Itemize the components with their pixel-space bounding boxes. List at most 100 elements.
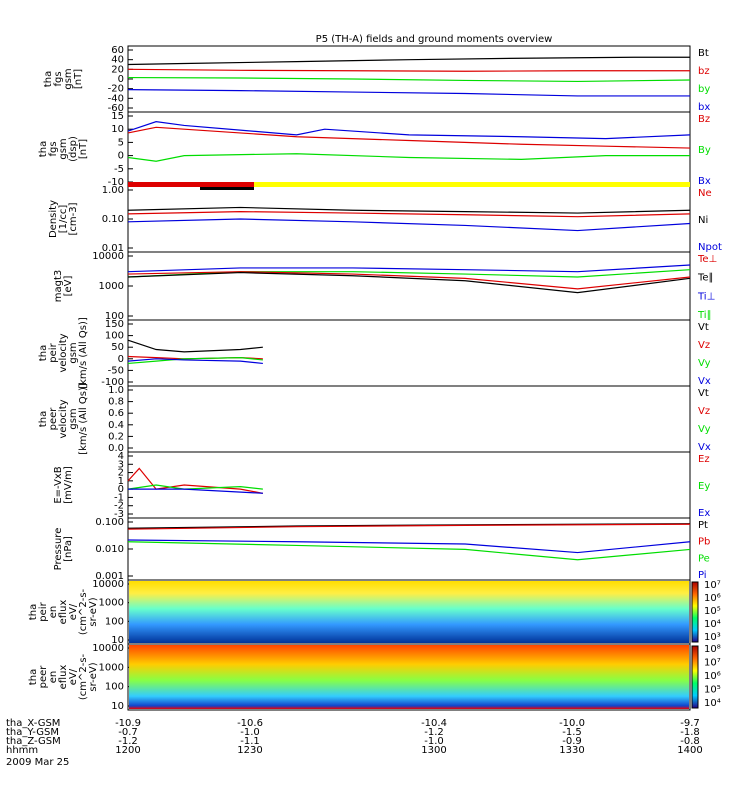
- y-tick-label: -10: [108, 177, 124, 188]
- y-tick-label: -40: [108, 93, 124, 104]
- y-axis-label: magt3[eV]: [53, 270, 74, 303]
- x-tick-label: -1.1: [240, 736, 260, 747]
- x-tick-label: -9.7: [680, 718, 700, 729]
- colorbar-tick: 10⁴: [704, 698, 721, 709]
- colorbar-tick: 10⁸: [704, 644, 721, 655]
- legend-By: By: [698, 145, 711, 156]
- chart-title: P5 (TH-A) fields and ground moments over…: [316, 34, 553, 45]
- x-row-label: tha_Z-GSM: [6, 736, 61, 747]
- x-tick-label: 1300: [421, 745, 446, 756]
- series-Bt: [127, 56, 690, 66]
- mode-bar-red: [128, 182, 254, 187]
- legend-Vx: Vx: [698, 442, 711, 453]
- series-Vy: [127, 357, 263, 365]
- x-tick-label: -1.5: [562, 727, 582, 738]
- legend-Bx: Bx: [698, 176, 711, 187]
- y-tick-label: 0.01: [102, 243, 124, 254]
- y-axis-label: Pressure[nPa]: [53, 528, 74, 571]
- series-Bz: [127, 126, 691, 149]
- y-axis-label: thapeirvelocitygsm[km/s (All Qs)]: [38, 317, 89, 389]
- series-Ne: [127, 210, 691, 218]
- panel-6: thapeervelocitygsm[km/s (All Qs)] 1.00.80…: [38, 383, 711, 455]
- colorbar-tick: 10⁵: [704, 606, 721, 617]
- legend-Bz: Bz: [698, 114, 710, 125]
- series-Ex: [128, 488, 263, 494]
- y-tick-label: -20: [108, 84, 124, 95]
- legend-Vy: Vy: [698, 424, 711, 435]
- y-tick-label: 0.100: [95, 517, 124, 528]
- y-tick-label: 2: [118, 468, 124, 479]
- legend-Ti∥: Ti∥: [697, 310, 712, 321]
- y-tick-label: 10000: [92, 643, 124, 654]
- legend-Ey: Ey: [698, 481, 710, 492]
- legend-Npot: Npot: [698, 242, 722, 253]
- panel-frame: [127, 451, 691, 519]
- y-tick-label: -2: [114, 501, 124, 512]
- panel-8: Pressure[nPa] 0.100 0.010 0.001 Pt Pb Pe Pi: [53, 517, 710, 582]
- panel-frame: [127, 643, 691, 711]
- panel-9: thapeirenefluxeV/(cm^2-s-sr-eV)10000 1000…: [28, 579, 721, 646]
- x-tick-label: -1.2: [424, 727, 444, 738]
- y-tick-label: 0.001: [95, 571, 124, 582]
- y-tick-label: -5: [114, 164, 124, 175]
- panel-frame: [127, 319, 691, 387]
- y-tick-label: 10000: [92, 579, 124, 590]
- colorbar-tick: 10⁶: [704, 593, 721, 604]
- colorbar-tick: 10⁷: [704, 658, 721, 669]
- legend-Ne: Ne: [698, 188, 712, 199]
- panel-4: magt3[eV] 10000 1000 100 Te⊥ Te∥ Ti⊥ Ti∥: [53, 251, 717, 322]
- series-By: [127, 153, 690, 162]
- y-tick-label: 3: [118, 459, 124, 470]
- x-tick-label: -10.0: [559, 718, 585, 729]
- legend-Pb: Pb: [698, 537, 710, 548]
- x-tick-label: -1.0: [424, 736, 444, 747]
- y-tick-label: 10: [111, 635, 124, 646]
- legend-Ti⊥: Ti⊥: [697, 291, 715, 302]
- mode-bar-yellow: [254, 182, 690, 187]
- series-Te∥: [127, 271, 691, 294]
- y-tick-label: 0: [118, 354, 124, 365]
- y-tick-label: 150: [105, 319, 124, 330]
- legend-Bt: Bt: [698, 48, 709, 59]
- colorbar-tick: 10⁷: [704, 580, 721, 591]
- y-tick-label: 10000: [92, 251, 124, 262]
- panel-frame: [127, 385, 691, 453]
- series-Bx: [127, 121, 691, 140]
- x-row-label: hhmm: [6, 745, 38, 756]
- y-tick-label: -3: [114, 509, 124, 520]
- y-tick-label: 0.0: [108, 443, 124, 454]
- y-tick-label: 0: [118, 74, 124, 85]
- series-Pb: [127, 523, 691, 530]
- y-tick-label: 1000: [99, 598, 124, 609]
- y-tick-label: 0.6: [108, 408, 124, 419]
- x-tick-label: -10.9: [115, 718, 141, 729]
- y-tick-label: 15: [111, 111, 124, 122]
- y-axis-label: thapeervelocitygsm[km/s (All Qs)]: [38, 383, 89, 455]
- colorbar: [691, 645, 699, 709]
- series-Ti⊥: [127, 264, 691, 273]
- y-axis-label: thapeerenefluxeV/(cm^2-s-sr-eV): [28, 653, 99, 700]
- legend-Te⊥: Te⊥: [697, 254, 717, 265]
- x-tick-label: -0.9: [562, 736, 582, 747]
- series-Pi: [127, 539, 691, 554]
- y-tick-label: -50: [108, 365, 124, 376]
- legend-Vz: Vz: [698, 406, 710, 417]
- legend-Pt: Pt: [698, 520, 708, 531]
- series-Pe: [127, 541, 691, 561]
- series-Te⊥: [127, 271, 691, 290]
- x-tick-label: 1400: [677, 745, 702, 756]
- x-tick-label: 1230: [237, 745, 262, 756]
- y-tick-label: -1: [114, 492, 124, 503]
- x-tick-label: 1330: [559, 745, 584, 756]
- panel-5: thapeirvelocitygsm[km/s (All Qs)] 1501005…: [38, 317, 711, 389]
- y-tick-label: 1000: [99, 281, 124, 292]
- y-tick-label: 60: [111, 45, 124, 56]
- spectrogram: [129, 645, 689, 709]
- y-tick-label: 0: [118, 484, 124, 495]
- x-row-label: tha_Y-GSM: [6, 727, 59, 738]
- legend-Te∥: Te∥: [697, 273, 714, 284]
- legend-Vy: Vy: [698, 358, 711, 369]
